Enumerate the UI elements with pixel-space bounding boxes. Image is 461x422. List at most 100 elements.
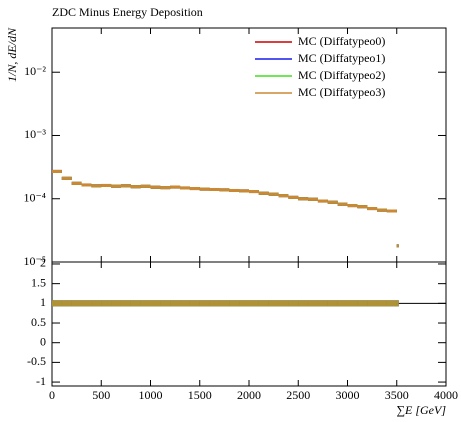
data-point (180, 186, 190, 190)
data-point (199, 187, 210, 191)
ratio-point (180, 300, 190, 307)
data-point (239, 189, 249, 193)
x-tick-label: 2000 (237, 388, 261, 402)
data-point (61, 176, 72, 180)
ratio-point (347, 300, 358, 307)
y-axis-label: 1/N, dE/dN (5, 27, 19, 82)
ratio-point (327, 300, 338, 307)
ratio-point (52, 300, 62, 307)
x-tick-label: 4000 (434, 388, 458, 402)
legend-label: MC (Diffatypeo0) (298, 34, 385, 48)
chart-title: ZDC Minus Energy Deposition (52, 5, 203, 19)
x-tick-label: 1500 (188, 388, 212, 402)
ratio-frame (51, 261, 447, 387)
x-tick-label: 1000 (139, 388, 163, 402)
ratio-point (308, 300, 318, 307)
data-point (249, 190, 259, 194)
data-point (268, 192, 279, 196)
data-point (160, 186, 171, 190)
data-point (377, 208, 387, 212)
data-point (140, 184, 151, 188)
x-tick-label: 3500 (385, 388, 409, 402)
data-point (337, 202, 348, 206)
ratio-point (101, 300, 112, 307)
ratio-point (199, 300, 210, 307)
data-point (81, 183, 92, 187)
ratio-point (386, 300, 397, 307)
legend-label: MC (Diffatypeo3) (298, 85, 385, 99)
ratio-point (111, 300, 121, 307)
x-tick-label: 0 (49, 388, 55, 402)
y-tick-label: 10⁻⁵ (23, 254, 46, 268)
data-point (189, 187, 200, 191)
y-tick-label: -1 (36, 374, 46, 388)
y-tick-label: -0.5 (27, 354, 46, 368)
data-point (298, 197, 309, 201)
ratio-point (367, 300, 378, 307)
y-tick-label: 10⁻⁴ (23, 190, 46, 204)
data-point (396, 244, 399, 248)
x-tick-label: 3000 (336, 388, 360, 402)
ratio-point (61, 300, 72, 307)
data-point (209, 187, 220, 191)
data-point (52, 169, 62, 173)
y-tick-label: 10⁻³ (24, 127, 46, 141)
ratio-point (377, 300, 387, 307)
ratio-point (81, 300, 92, 307)
data-point (170, 185, 181, 189)
data-point (288, 195, 299, 199)
data-point (278, 194, 289, 198)
y-tick-label: 2 (40, 256, 46, 270)
data-point (327, 200, 338, 204)
y-tick-label: 0.5 (31, 315, 46, 329)
x-tick-label: 2500 (286, 388, 310, 402)
y-tick-label: 10⁻² (24, 64, 46, 78)
ratio-point (396, 300, 399, 307)
ratio-point (140, 300, 151, 307)
y-tick-label: 1.5 (31, 275, 46, 289)
ratio-point (278, 300, 289, 307)
ratio-point (189, 300, 200, 307)
ratio-point (268, 300, 279, 307)
data-point (317, 199, 328, 203)
ratio-point (91, 300, 102, 307)
ratio-point (160, 300, 171, 307)
ratio-point (209, 300, 220, 307)
data-point (347, 204, 358, 208)
ratio-point (130, 300, 141, 307)
ratio-point (317, 300, 328, 307)
data-point (111, 184, 121, 188)
legend-label: MC (Diffatypeo1) (298, 51, 385, 65)
ratio-point (71, 300, 82, 307)
data-point (91, 184, 102, 188)
data-point (71, 181, 82, 185)
y-tick-label: 0 (40, 334, 46, 348)
ratio-point (298, 300, 309, 307)
ratio-point (239, 300, 249, 307)
ratio-point (337, 300, 348, 307)
y-tick-label: 1 (40, 295, 46, 309)
ratio-point (170, 300, 181, 307)
x-tick-label: 500 (92, 388, 110, 402)
data-point (219, 188, 230, 192)
data-point (258, 191, 269, 195)
ratio-point (357, 300, 368, 307)
data-point (229, 188, 240, 192)
data-point (120, 184, 131, 188)
ratio-point (150, 300, 161, 307)
main-frame (51, 27, 447, 263)
data-point (150, 185, 161, 189)
ratio-point (219, 300, 230, 307)
ratio-point (229, 300, 240, 307)
data-point (130, 185, 141, 189)
ratio-point (249, 300, 259, 307)
x-axis-label: ∑E [GeV] (396, 403, 446, 417)
ratio-point (288, 300, 299, 307)
ratio-point (258, 300, 269, 307)
data-point (367, 207, 378, 211)
data-point (386, 209, 397, 213)
data-point (101, 183, 112, 187)
data-point (308, 197, 318, 201)
data-point (357, 205, 368, 209)
